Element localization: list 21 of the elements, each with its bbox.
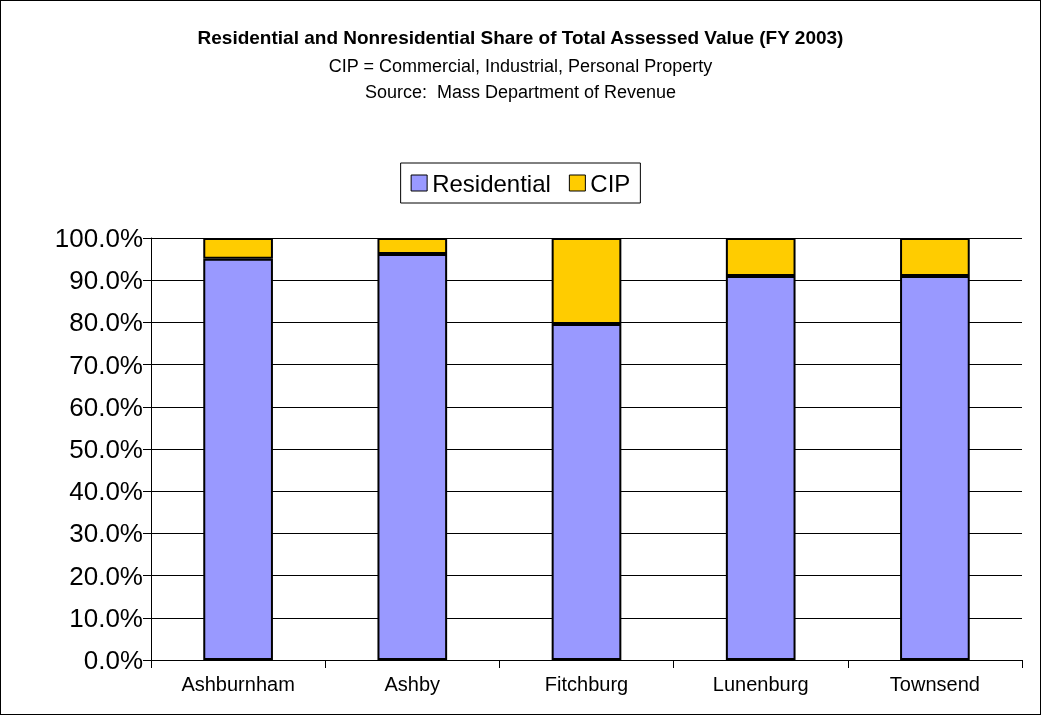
x-tick-label: Ashburnham <box>181 673 295 695</box>
chart-title: Residential and Nonresidential Share of Total Assessed Value (FY 2003) <box>197 27 844 48</box>
y-tick-label: 70.0% <box>69 349 143 380</box>
legend-label: CIP <box>590 169 631 197</box>
x-tick-label: Townsend <box>889 673 980 695</box>
x-tick-label: Lunenburg <box>712 673 809 695</box>
chart-subtitle: CIP = Commercial, Industrial, Personal Property <box>328 56 713 76</box>
y-tick-label: 40.0% <box>69 476 143 507</box>
y-tick-label: 0.0% <box>83 645 143 675</box>
y-tick-label: 50.0% <box>69 434 143 464</box>
x-tick-label: Ashby <box>384 673 441 695</box>
y-tick-label: 60.0% <box>69 391 143 422</box>
y-tick-label: 30.0% <box>69 518 143 549</box>
y-tick-label: 90.0% <box>69 265 143 296</box>
x-tick-label: Fitchburg <box>544 673 629 695</box>
y-tick-label: 10.0% <box>69 602 143 633</box>
y-tick-label: 20.0% <box>69 560 143 591</box>
y-tick-label: 80.0% <box>69 307 143 338</box>
y-tick-label: 100.0% <box>54 223 143 253</box>
legend-label: Residential <box>432 169 551 197</box>
source-note: Source: Mass Department of Revenue <box>364 82 677 102</box>
